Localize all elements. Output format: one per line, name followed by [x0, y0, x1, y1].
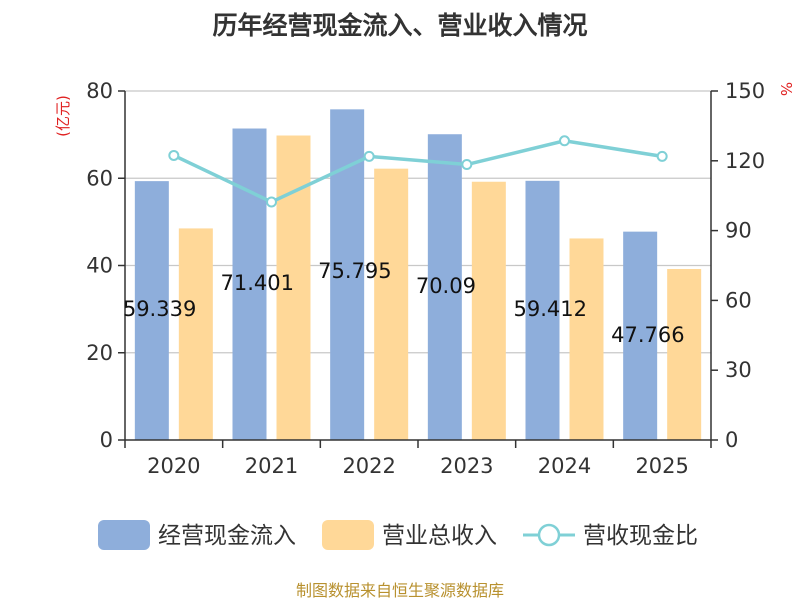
- ratio-point: [363, 150, 375, 162]
- x-tick-label: 2024: [538, 454, 591, 478]
- y-left-tick-label: 60: [86, 166, 113, 190]
- ratio-point: [559, 135, 570, 147]
- x-tick-label: 2021: [245, 454, 298, 478]
- x-tick-label: 2023: [440, 454, 493, 478]
- y-left-tick-label: 0: [100, 428, 113, 452]
- x-tick-label: 2020: [147, 454, 200, 478]
- bar-cash-inflow: [330, 109, 365, 441]
- data-label-cash-inflow: 70.09: [416, 274, 476, 298]
- bar-revenue: [569, 238, 604, 440]
- source-note: 制图数据来自恒生聚源数据库: [295, 581, 504, 600]
- y-left-tick-label: 20: [86, 341, 113, 365]
- x-tick-label: 2025: [635, 454, 688, 478]
- legend-label-ratio: 营收现金比: [583, 523, 698, 549]
- legend-swatch-ratio-marker: [537, 523, 561, 547]
- axes: 0 20 40 60 80 0 30 60 90 120 150 (亿元)% 2020 2021 2022 2…: [54, 79, 795, 478]
- legend: 经营现金流入 营业总收入 营收现金比: [98, 520, 698, 550]
- bar-revenue: [374, 168, 409, 440]
- y-right-tick-label: 90: [725, 219, 752, 243]
- data-labels: 59.339 71.401 75.795 70.09 59.412 47.766: [123, 259, 685, 347]
- ratio-point: [656, 150, 668, 162]
- ratio-point: [461, 159, 473, 171]
- grid-lines: [125, 90, 711, 354]
- ratio-polyline: [173, 139, 663, 204]
- bar-revenue: [471, 181, 506, 441]
- y-right-tick-label: 30: [725, 358, 752, 382]
- ratio-point: [266, 196, 277, 208]
- bar-revenue: [667, 268, 702, 440]
- legend-swatch-revenue: [322, 520, 374, 550]
- y-right-unit-label: %: [777, 82, 795, 96]
- y-left-tick-label: 80: [86, 79, 113, 103]
- bars: [134, 109, 702, 441]
- y-right-tick-label: 120: [725, 149, 765, 173]
- data-label-cash-inflow: 59.412: [514, 297, 587, 321]
- legend-swatch-cash-inflow: [98, 520, 150, 550]
- bar-cash-inflow: [427, 134, 462, 441]
- y-left-unit-label: (亿元): [54, 95, 72, 137]
- bar-cash-inflow: [623, 231, 658, 440]
- bar-cash-inflow: [232, 128, 267, 441]
- ratio-line: [168, 135, 668, 208]
- y-right-tick-label: 0: [725, 428, 738, 452]
- data-label-cash-inflow: 71.401: [221, 271, 294, 295]
- x-tick-label: 2022: [342, 454, 395, 478]
- bar-cash-inflow: [525, 180, 560, 440]
- data-label-cash-inflow: 59.339: [123, 297, 196, 321]
- legend-label-cash-inflow: 经营现金流入: [158, 523, 296, 549]
- data-label-cash-inflow: 75.795: [318, 259, 391, 283]
- y-right-tick-label: 60: [725, 288, 752, 312]
- legend-label-revenue: 营业总收入: [382, 523, 497, 549]
- data-label-cash-inflow: 47.766: [611, 323, 684, 347]
- bar-revenue: [178, 228, 213, 440]
- ratio-point: [168, 149, 180, 161]
- y-left-tick-label: 40: [86, 254, 113, 278]
- y-right-tick-label: 150: [725, 79, 765, 103]
- bar-cash-inflow: [134, 181, 169, 440]
- chart-title: 历年经营现金流入、营业收入情况: [212, 11, 588, 40]
